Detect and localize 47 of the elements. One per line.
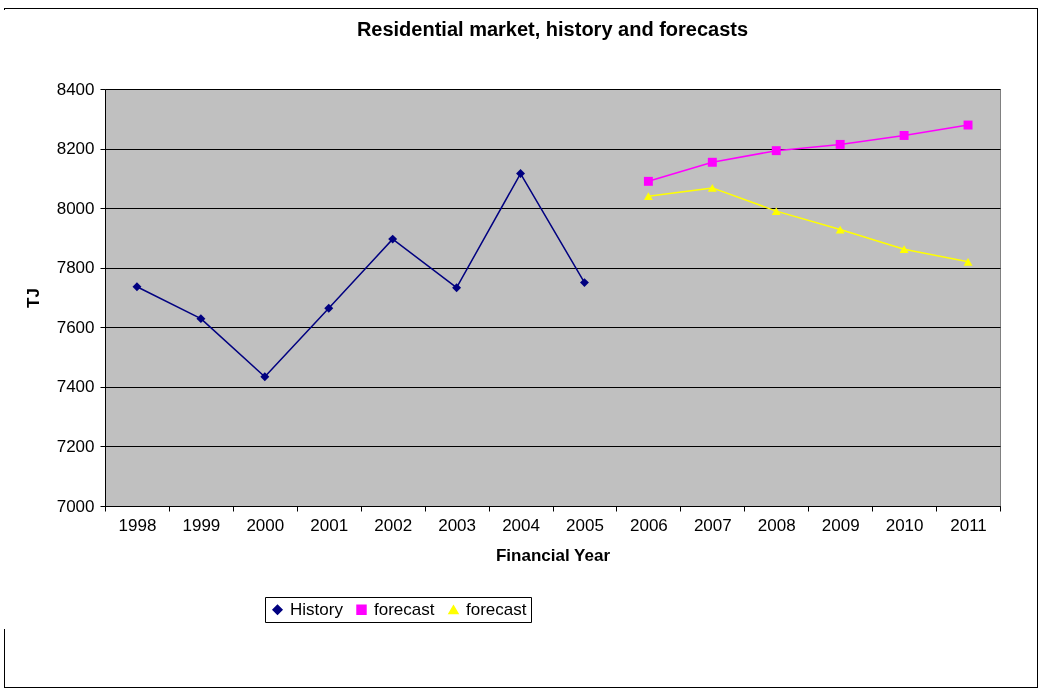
y-tick-label: 7200 [56, 436, 95, 456]
legend-label: forecast [466, 599, 527, 619]
point [643, 192, 653, 201]
point [963, 120, 973, 130]
x-tick-label: 2000 [246, 515, 285, 535]
chart-title: Residential market, history and forecasts [356, 18, 749, 40]
legend-label: forecast [374, 599, 435, 619]
y-tick-label: 7000 [56, 496, 95, 516]
x-tick-label: 2001 [310, 515, 349, 535]
point [771, 146, 781, 156]
x-tick-label: 2004 [502, 515, 540, 535]
point [579, 278, 589, 288]
x-tick-label: 2009 [821, 515, 860, 535]
point [835, 139, 845, 149]
point [516, 169, 526, 179]
point [132, 282, 142, 292]
x-tick-label: 1998 [118, 515, 157, 535]
x-axis-title: Financial Year [495, 545, 611, 565]
y-axis-title: TJ [23, 288, 43, 308]
point [324, 303, 334, 313]
x-tick-label: 1999 [182, 515, 221, 535]
y-tick-label: 7800 [56, 258, 95, 278]
point [899, 130, 909, 140]
point [707, 157, 717, 167]
x-tick-label: 2007 [693, 515, 732, 535]
point [452, 283, 462, 293]
point [643, 176, 653, 186]
point [899, 245, 909, 254]
point [771, 207, 781, 215]
x-tick-label: 2010 [885, 515, 924, 535]
y-tick-label: 8000 [56, 198, 95, 218]
y-tick-label: 8200 [56, 139, 95, 159]
point [260, 372, 270, 382]
x-tick-label: 2005 [566, 515, 604, 535]
point [963, 257, 973, 266]
legend-label: History [290, 599, 344, 619]
point [707, 184, 717, 192]
x-tick-label: 2011 [950, 515, 987, 535]
point [388, 234, 398, 244]
y-tick-label: 8400 [56, 79, 95, 99]
y-tick-label: 7600 [56, 317, 95, 337]
point [196, 314, 206, 324]
x-tick-label: 2008 [757, 515, 796, 535]
y-tick-label: 7400 [56, 377, 95, 397]
x-tick-label: 2002 [374, 515, 413, 535]
x-tick-label: 2003 [438, 515, 477, 535]
x-tick-label: 2006 [629, 515, 668, 535]
